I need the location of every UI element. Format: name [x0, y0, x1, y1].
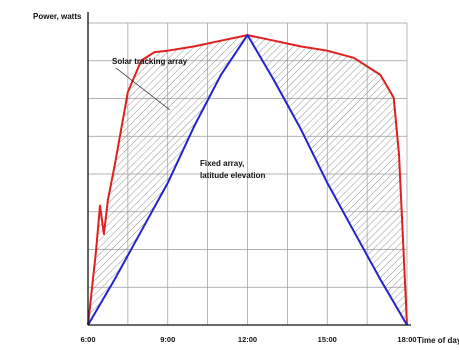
x-tick-label: 15:00 [318, 335, 337, 344]
annotation-solar-tracking: Solar tracking array [112, 57, 188, 66]
x-tick-label: 6:00 [80, 335, 95, 344]
gain-hatched-area [88, 35, 407, 325]
series-line-fixed-array [87, 34, 408, 326]
x-tick-label: 18:00 [397, 335, 416, 344]
chart-axes [87, 12, 411, 326]
annotation-fixed-array-line2: latitude elevation [200, 171, 265, 180]
annotation-fixed-array-line1: Fixed array, [200, 159, 244, 168]
annotation-solar-tracking-leader [115, 67, 171, 111]
series-line-solar-tracking [87, 34, 408, 326]
y-axis-label: Power, watts [33, 12, 82, 21]
chart-annotations: Solar tracking array Fixed array, latitu… [112, 57, 265, 180]
x-tick-label: 9:00 [160, 335, 175, 344]
x-axis-label: Time of day [417, 336, 459, 345]
x-tick-label: 12:00 [238, 335, 257, 344]
series-group [87, 34, 408, 326]
x-tick-labels: 6:00 9:00 12:00 15:00 18:00 [80, 335, 416, 344]
